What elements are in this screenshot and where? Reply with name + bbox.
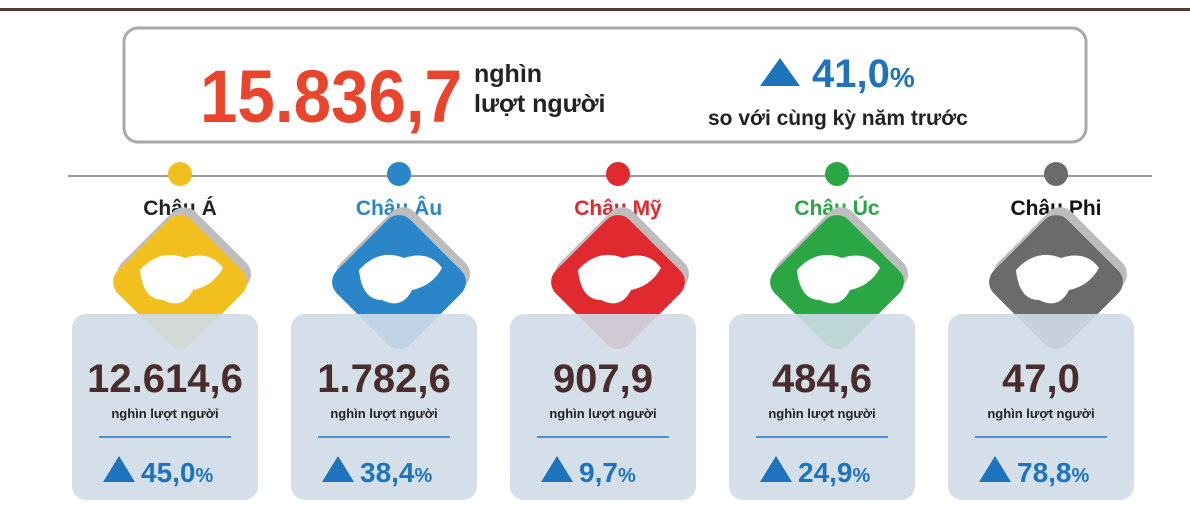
change-note: so với cùng kỳ năm trước bbox=[708, 107, 968, 130]
change-value: 41,0 bbox=[812, 52, 890, 96]
region-value: 12.614,6 bbox=[87, 357, 243, 401]
up-arrow bbox=[979, 456, 1011, 482]
up-arrow bbox=[541, 456, 573, 482]
change-value: 24,9 bbox=[798, 457, 853, 488]
change-unit: % bbox=[1072, 465, 1090, 487]
region-card bbox=[510, 314, 696, 500]
change-unit: % bbox=[415, 465, 433, 487]
region-dot bbox=[606, 162, 630, 186]
change-value: 9,7 bbox=[579, 457, 618, 488]
region-card bbox=[291, 314, 477, 500]
region-card bbox=[729, 314, 915, 500]
continent-shape bbox=[1016, 254, 1099, 304]
region-dot bbox=[387, 162, 411, 186]
region-change: 9,7% bbox=[579, 457, 636, 488]
total-unit: nghìn bbox=[474, 60, 542, 88]
region-value: 1.782,6 bbox=[317, 357, 450, 401]
region-value: 907,9 bbox=[553, 357, 653, 401]
region-unit: nghìn lượt người bbox=[987, 406, 1094, 421]
region-dot bbox=[168, 162, 192, 186]
total-value: 15.836,7 bbox=[200, 55, 462, 138]
total-change: 41,0% bbox=[812, 52, 915, 96]
up-arrow bbox=[322, 456, 354, 482]
region-value: 484,6 bbox=[772, 357, 872, 401]
change-unit: % bbox=[618, 465, 636, 487]
region-value: 47,0 bbox=[1002, 357, 1080, 401]
region-change: 78,8% bbox=[1017, 457, 1090, 488]
summary-box bbox=[122, 26, 1088, 144]
up-arrow bbox=[103, 456, 135, 482]
region-card bbox=[948, 314, 1134, 500]
continent-shape bbox=[359, 254, 442, 304]
region-change: 38,4% bbox=[360, 457, 433, 488]
up-arrow bbox=[760, 58, 800, 86]
change-unit: % bbox=[890, 62, 915, 93]
total-unit: lượt người bbox=[474, 90, 605, 118]
region-unit: nghìn lượt người bbox=[330, 406, 437, 421]
region-unit: nghìn lượt người bbox=[549, 406, 656, 421]
region-dot bbox=[1044, 162, 1068, 186]
up-arrow bbox=[760, 456, 792, 482]
change-value: 38,4 bbox=[360, 457, 415, 488]
region-unit: nghìn lượt người bbox=[768, 406, 875, 421]
change-value: 78,8 bbox=[1017, 457, 1072, 488]
change-unit: % bbox=[196, 465, 214, 487]
change-unit: % bbox=[853, 465, 871, 487]
region-change: 45,0% bbox=[141, 457, 214, 488]
continent-shape bbox=[578, 254, 661, 304]
region-change: 24,9% bbox=[798, 457, 871, 488]
region-unit: nghìn lượt người bbox=[111, 406, 218, 421]
top-rule bbox=[0, 8, 1190, 11]
region-dot bbox=[825, 162, 849, 186]
continent-shape bbox=[797, 254, 880, 304]
continent-shape bbox=[140, 254, 223, 304]
change-value: 45,0 bbox=[141, 457, 196, 488]
region-card bbox=[72, 314, 258, 500]
